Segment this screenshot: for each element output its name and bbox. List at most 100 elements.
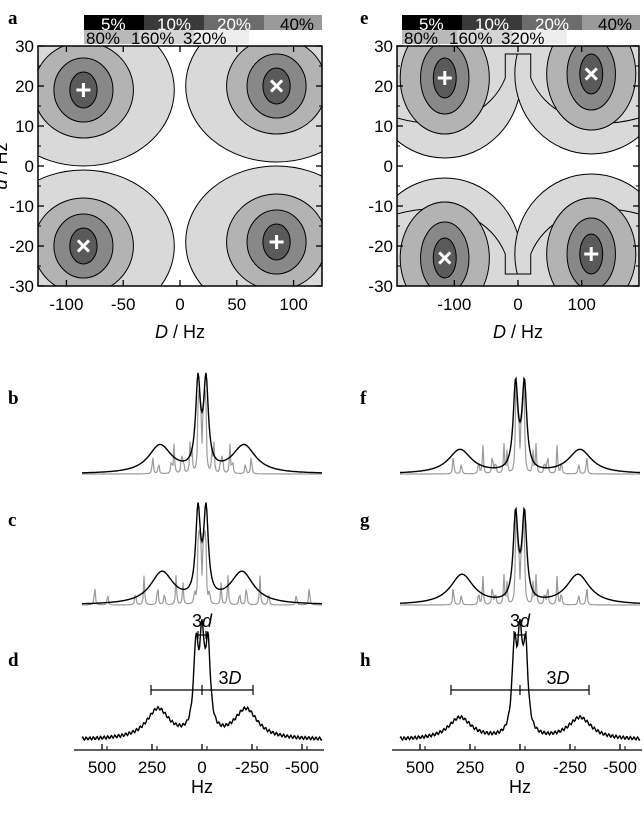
y-tick-label: 20 <box>15 77 34 96</box>
panel-label-b: b <box>8 388 19 409</box>
legend-swatch <box>84 30 139 44</box>
legend-label: 40% <box>280 15 314 34</box>
panel-label-d: d <box>8 650 19 671</box>
x-tick-label: 100 <box>279 295 307 314</box>
x-tick-label: -500 <box>285 758 319 777</box>
x-tick-label: 0 <box>515 758 524 777</box>
x-tick-label: -500 <box>603 758 637 777</box>
panel-label-c: c <box>8 510 16 531</box>
spectrum-d: 500 250 0 -250 -500 Hz 3D 3d <box>74 611 324 797</box>
x-tick-label: 0 <box>513 295 522 314</box>
legend-swatch <box>84 15 144 30</box>
y-tick-label: -10 <box>368 197 393 216</box>
legend-swatch <box>402 15 462 30</box>
legend-label: 10% <box>157 15 191 34</box>
y-axis-label-var: d <box>0 179 11 190</box>
x-axis-label-unit: / Hz <box>168 322 205 342</box>
x-tick-label: -100 <box>437 295 471 314</box>
maximum-marker-x <box>584 67 598 81</box>
y-tick-label: 10 <box>15 117 34 136</box>
contour-layer <box>397 46 639 286</box>
spectrum-line <box>399 506 641 604</box>
legend-swatch <box>582 15 640 30</box>
x-tick-label: 250 <box>456 758 484 777</box>
stick-spectrum <box>82 389 322 475</box>
y-tick-label: 30 <box>15 37 34 56</box>
x-axis-label-unit: / Hz <box>506 322 543 342</box>
legend-label: 320% <box>501 29 544 48</box>
panel-label-h: h <box>360 650 371 671</box>
y-tick-label: -20 <box>368 237 393 256</box>
x-tick-label: 0 <box>197 758 206 777</box>
panel-label-f: f <box>360 388 367 409</box>
legend-label: 5% <box>101 15 126 34</box>
maximum-marker-x <box>438 251 452 265</box>
x-axis-label-var: D <box>155 322 168 342</box>
dipolar-d-label: 3d <box>510 611 531 631</box>
legend-label: 80% <box>86 29 120 48</box>
dipolar-D-label-num: 3 <box>219 668 229 688</box>
y-tick-label: -10 <box>9 197 34 216</box>
dipolar-D-label: 3D <box>546 668 569 688</box>
x-tick-label: -100 <box>49 295 83 314</box>
dipolar-d-label: 3d <box>192 611 213 631</box>
dipolar-D-label: 3D <box>219 668 242 688</box>
panel-label-e: e <box>360 8 368 29</box>
legend-swatch <box>462 15 522 30</box>
spectrum-line <box>399 618 641 742</box>
panel-label-g: g <box>360 510 370 531</box>
legend-label: 5% <box>419 15 444 34</box>
stick-spectrum <box>400 509 640 606</box>
x-tick-label: 500 <box>88 758 116 777</box>
contour-layer <box>38 46 322 286</box>
x-axis-label: D / Hz <box>155 322 205 342</box>
spectrum-line <box>400 376 640 474</box>
panel-label-a: a <box>8 8 18 29</box>
legend-label: 320% <box>183 29 226 48</box>
x-axis-label-var: D <box>493 322 506 342</box>
maximum-marker-x <box>269 79 284 93</box>
dipolar-d-label-num: 3 <box>192 611 202 631</box>
y-tick-label: -20 <box>9 237 34 256</box>
y-tick-label: -30 <box>368 277 393 296</box>
legend-label: 40% <box>598 15 632 34</box>
legend-label: 160% <box>131 29 174 48</box>
legend-swatch <box>512 30 567 44</box>
x-tick-label: -250 <box>235 758 269 777</box>
x-tick-label: 100 <box>567 295 595 314</box>
x-tick-label: 0 <box>175 295 184 314</box>
spectrum-line <box>81 619 323 742</box>
legend-swatch <box>194 30 249 44</box>
stick-spectrum <box>400 378 640 475</box>
legend-label: 80% <box>404 29 438 48</box>
legend-swatch <box>264 15 322 30</box>
y-tick-label: 0 <box>384 157 393 176</box>
legend-swatch <box>144 15 204 30</box>
legend-label: 20% <box>217 15 251 34</box>
y-tick-label: 0 <box>25 157 34 176</box>
y-tick-label: -30 <box>9 277 34 296</box>
dipolar-D-label-var: D <box>556 668 569 688</box>
legend-label: 20% <box>535 15 569 34</box>
spectrum-line <box>82 502 322 605</box>
y-tick-label: 20 <box>374 77 393 96</box>
spectrum-c <box>82 502 322 606</box>
spectrum-line <box>82 372 322 474</box>
x-axis-label: Hz <box>509 777 531 797</box>
spectrum-f <box>400 376 640 475</box>
legend-swatch <box>402 30 457 44</box>
legend-label: 10% <box>475 15 509 34</box>
legend-e: 5% 10% 20% 40% 80% 160% 320% <box>402 15 640 48</box>
x-tick-label: 250 <box>138 758 166 777</box>
x-tick-label: -250 <box>553 758 587 777</box>
legend-a: 5% 10% 20% 40% 80% 160% 320% <box>84 15 322 48</box>
y-axis-label-unit: / Hz <box>0 142 11 179</box>
x-tick-label: -50 <box>111 295 136 314</box>
y-axis-label: d / Hz <box>0 142 11 189</box>
legend-swatch <box>139 30 194 44</box>
x-axis-label: Hz <box>191 777 213 797</box>
y-tick-label: 10 <box>374 117 393 136</box>
